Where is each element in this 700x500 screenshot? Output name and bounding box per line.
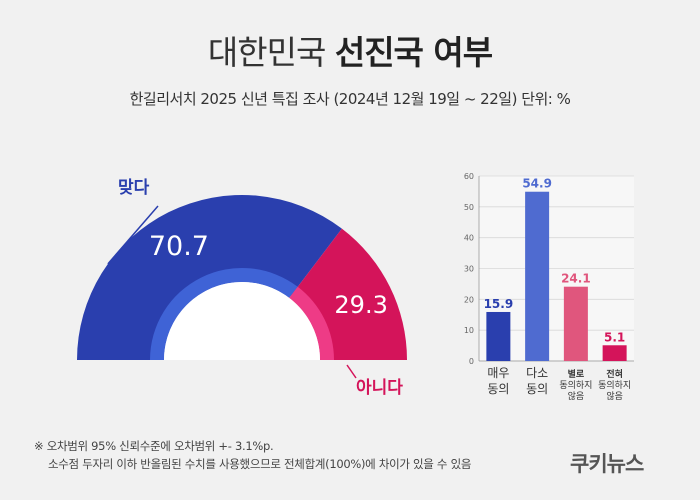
slice-category-label: 아니다: [356, 378, 403, 398]
title-light: 대한민국: [207, 33, 326, 72]
footnote-line-2: 소수점 두자리 이하 반올림된 수치를 사용했으므로 전체합계(100%)에 차…: [48, 457, 472, 471]
y-tick-label: 30: [464, 265, 474, 274]
slice-inner-ring: [289, 286, 334, 360]
page-title: 대한민국 선진국 여부: [0, 26, 700, 74]
bar: [602, 345, 627, 361]
publisher-logo: 쿠키뉴스: [570, 452, 644, 476]
footnote: ※ 오차범위 95% 신뢰수준에 오차범위 +- 3.1%p. 소수점 두자리 …: [34, 437, 471, 473]
bar: [563, 286, 588, 361]
bar: [486, 311, 511, 361]
slice-inner-ring: [150, 268, 298, 360]
title-bold: 선진국 여부: [334, 33, 493, 72]
slice-value-label: 29.3: [334, 291, 387, 319]
slice-value-label: 70.7: [149, 231, 209, 262]
bar-value-label: 15.9: [484, 297, 514, 311]
x-tick-label: 않음: [568, 391, 585, 402]
donut-hole: [164, 282, 320, 360]
y-tick-label: 40: [464, 234, 474, 243]
x-tick-label: 동의: [487, 382, 509, 396]
y-tick-label: 60: [464, 172, 474, 181]
leader-line-no: [346, 364, 357, 379]
bar-value-label: 5.1: [604, 330, 625, 344]
x-tick-label: 동의: [526, 382, 548, 396]
x-tick-label: 전혀: [606, 368, 623, 380]
x-tick-label: 별로: [568, 368, 585, 380]
y-tick-label: 50: [464, 203, 474, 212]
y-tick-label: 0: [469, 357, 474, 366]
x-tick-label: 않음: [606, 391, 623, 402]
x-tick-label: 동의하지: [598, 380, 631, 391]
bar-value-label: 54.9: [522, 177, 552, 191]
page-subtitle: 한길리서치 2025 신년 특집 조사 (2024년 12월 19일 ~ 22일…: [129, 90, 571, 108]
slice-category-label: 맞다: [118, 178, 150, 198]
bar: [525, 191, 550, 361]
footnote-line-1: ※ 오차범위 95% 신뢰수준에 오차범위 +- 3.1%p.: [34, 439, 274, 453]
y-tick-label: 20: [464, 295, 474, 304]
x-tick-label: 다소: [526, 366, 548, 380]
x-tick-label: 동의하지: [559, 380, 592, 391]
x-tick-label: 매우: [487, 366, 509, 380]
leader-line-yes: [107, 205, 159, 265]
bar-value-label: 24.1: [561, 272, 591, 286]
y-tick-label: 10: [464, 326, 474, 335]
